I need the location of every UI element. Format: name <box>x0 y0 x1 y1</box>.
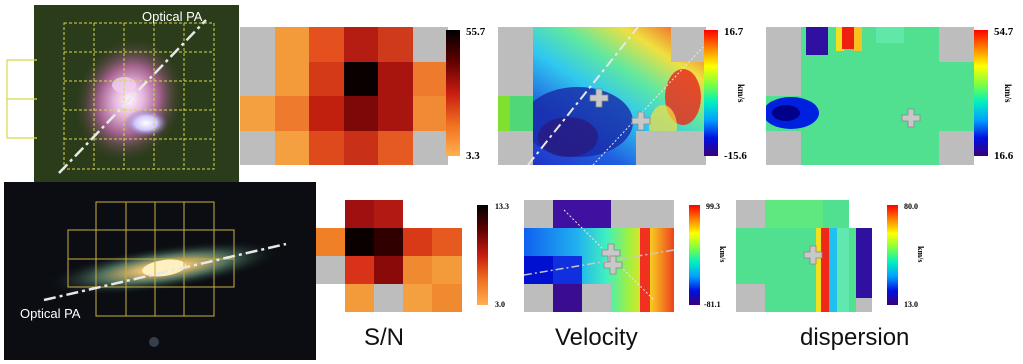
galaxy2-optical-pa-label: Optical PA <box>20 306 81 321</box>
galaxy1-image <box>34 5 239 185</box>
galaxy1-velocity-center-marker <box>589 88 609 108</box>
galaxy2-pa-line <box>43 242 287 302</box>
galaxy1-dispersion-map <box>766 27 974 165</box>
galaxy1-velocity-kinematic-marker <box>631 111 651 131</box>
galaxy1-velocity-unit: km/s <box>736 84 746 103</box>
velocity-column-label: Velocity <box>555 324 638 351</box>
galaxy2-dispersion-map <box>736 200 886 312</box>
galaxy2-velocity-unit: km/s <box>718 246 727 263</box>
galaxy1-sn-max: 55.7 <box>466 26 486 38</box>
galaxy2-velocity-kinematic-marker <box>603 255 623 275</box>
galaxy1-dispersion-colorbar <box>974 30 988 156</box>
galaxy2-dispersion-colorbar <box>887 205 898 305</box>
galaxy1-dispersion-min: 16.6 <box>994 150 1014 162</box>
galaxy1-dispersion-unit: km/s <box>1003 84 1013 103</box>
galaxy1-dispersion-center-marker <box>901 108 921 128</box>
galaxy2-velocity-max: 99.3 <box>706 202 720 211</box>
galaxy2-dispersion-center-marker <box>803 245 823 265</box>
galaxy1-velocity-map <box>498 27 706 165</box>
galaxy1-sn-colorbar <box>446 30 460 156</box>
galaxy2-sn-colorbar <box>477 205 488 305</box>
galaxy2-dispersion-max: 80.0 <box>904 202 918 211</box>
galaxy1-velocity-min: -15.6 <box>724 150 747 162</box>
sn-column-label: S/N <box>364 324 405 351</box>
galaxy1-velocity-max: 16.7 <box>724 26 744 38</box>
galaxy1-bracket <box>6 59 37 139</box>
galaxy2-dispersion-min: 13.0 <box>904 300 918 309</box>
galaxy1-optical-pa-label: Optical PA <box>142 9 203 24</box>
galaxy1-velocity-colorbar <box>704 30 718 156</box>
galaxy1-sn-min: 3.3 <box>466 150 480 162</box>
galaxy2-image <box>4 182 316 360</box>
galaxy2-velocity-min: -81.1 <box>704 300 721 309</box>
galaxy2-sn-min: 3.0 <box>495 300 505 309</box>
galaxy1-sn-map <box>240 27 448 165</box>
galaxy2-velocity-colorbar <box>689 205 700 305</box>
galaxy1-dispersion-max: 54.7 <box>994 26 1014 38</box>
galaxy2-sn-max: 13.3 <box>495 202 509 211</box>
dispersion-column-label: dispersion <box>800 324 910 351</box>
galaxy1-grid <box>63 22 215 170</box>
galaxy2-velocity-map <box>524 200 674 312</box>
galaxy2-sn-map <box>316 200 462 312</box>
galaxy2-dispersion-unit: km/s <box>916 246 925 263</box>
